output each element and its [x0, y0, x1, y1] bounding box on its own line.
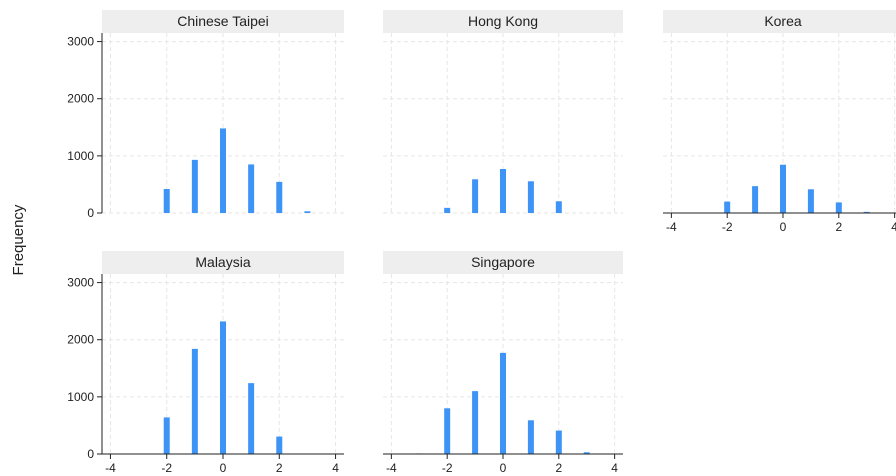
histogram-bar [724, 201, 731, 213]
histogram-bar [527, 420, 534, 454]
histogram-bar [304, 211, 311, 213]
panel-singapore: Singapore -4 -2 0 2 4 [383, 251, 623, 475]
x-tick-label: -4 [386, 461, 397, 475]
histogram-bar [220, 321, 226, 454]
y-tick-label: 3000 [67, 276, 94, 290]
x-tick-label: 2 [835, 220, 842, 234]
histogram-bar [555, 201, 562, 213]
panel-chinese-taipei: Chinese Taipei 0 1000 2000 3000 [67, 10, 344, 220]
facet-title: Singapore [471, 254, 535, 270]
histogram-bar [220, 128, 226, 213]
histogram-bar [500, 169, 506, 213]
x-tick-label: 4 [332, 461, 339, 475]
y-tick-label: 3000 [67, 35, 94, 49]
histogram-bar [472, 391, 479, 454]
x-tick-label: -4 [105, 461, 116, 475]
x-tick-label: 0 [780, 220, 787, 234]
facet-strip [102, 10, 344, 33]
facet-title: Malaysia [195, 254, 250, 270]
x-tick-label: -2 [722, 220, 733, 234]
histogram-bar [163, 189, 170, 213]
histogram-bar [444, 207, 451, 213]
y-tick-label: 2000 [67, 92, 94, 106]
histogram-bar [807, 189, 814, 213]
x-tick-label: 4 [891, 220, 896, 234]
histogram-bar [248, 383, 255, 454]
x-tick-label: 0 [500, 461, 507, 475]
x-tick-label: -2 [442, 461, 453, 475]
histogram-bar [583, 452, 590, 454]
x-tick-label: 4 [611, 461, 618, 475]
histogram-bar [472, 179, 479, 213]
histogram-bar [248, 164, 255, 213]
histogram-bar [276, 181, 283, 213]
y-axis-label-text: Frequency [10, 204, 27, 275]
facet-title: Chinese Taipei [177, 13, 269, 29]
x-tick-label: 0 [220, 461, 227, 475]
histogram-bar [191, 159, 198, 213]
histogram-bar [780, 164, 786, 213]
y-tick-label: 0 [87, 206, 94, 220]
y-axis-label: Frequency [10, 204, 27, 275]
x-tick-label: -2 [161, 461, 172, 475]
panel-hong-kong: Hong Kong [383, 10, 623, 214]
facet-strip [383, 251, 623, 274]
facet-strip [102, 251, 344, 274]
y-tick-label: 1000 [67, 390, 94, 404]
y-tick-label: 1000 [67, 149, 94, 163]
y-tick-label: 0 [87, 447, 94, 461]
y-tick-label: 2000 [67, 333, 94, 347]
x-tick-label: 2 [276, 461, 283, 475]
facet-strip [383, 10, 623, 33]
histogram-bar [444, 408, 451, 454]
histogram-bar [863, 211, 870, 213]
histogram-bar [191, 348, 198, 454]
facet-title: Korea [764, 13, 802, 29]
panel-malaysia: Malaysia 0 1000 2000 3000 -4 -2 0 2 4 [67, 251, 344, 475]
panel-korea: Korea -4 -2 0 2 4 [663, 10, 896, 234]
histogram-bar [835, 202, 842, 213]
histogram-bar [752, 186, 759, 213]
histogram-bar [276, 436, 283, 454]
histogram-bar [527, 181, 534, 213]
histogram-bar [163, 417, 170, 454]
facet-title: Hong Kong [468, 13, 538, 29]
x-tick-label: -4 [666, 220, 677, 234]
histogram-bar [555, 430, 562, 454]
x-tick-label: 2 [555, 461, 562, 475]
facet-strip [663, 10, 896, 33]
histogram-bar [500, 352, 506, 454]
